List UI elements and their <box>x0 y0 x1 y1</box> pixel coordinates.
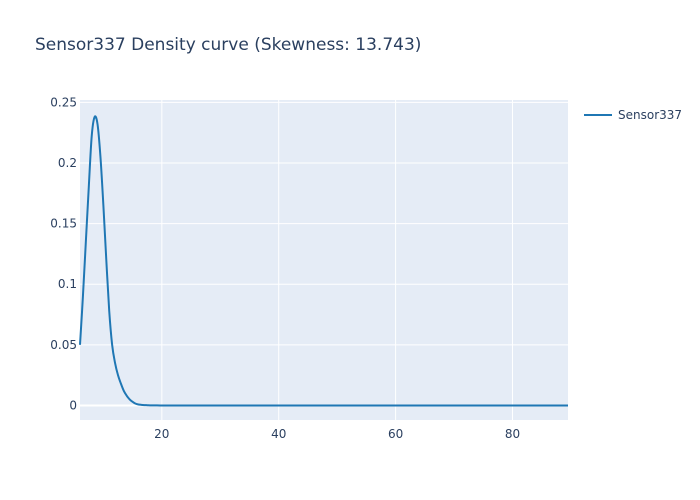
legend[interactable]: Sensor337 <box>584 108 682 122</box>
x-tick-label: 40 <box>271 427 286 441</box>
grid-lines <box>80 100 568 420</box>
x-axis-ticks: 20 40 60 80 <box>154 427 520 441</box>
legend-label-sensor337[interactable]: Sensor337 <box>618 108 682 122</box>
y-tick-label: 0.2 <box>58 156 77 170</box>
y-tick-label: 0.1 <box>58 277 77 291</box>
x-tick-label: 80 <box>505 427 520 441</box>
y-axis-ticks: 0 0.05 0.1 0.15 0.2 0.25 <box>50 95 77 412</box>
x-tick-label: 60 <box>388 427 403 441</box>
y-tick-label: 0.25 <box>50 95 77 109</box>
chart-title: Sensor337 Density curve (Skewness: 13.74… <box>35 35 421 55</box>
y-tick-label: 0 <box>69 398 77 412</box>
series-layer <box>79 115 568 407</box>
y-tick-label: 0.05 <box>50 338 77 352</box>
series-line-sensor337[interactable] <box>79 115 568 407</box>
x-tick-label: 20 <box>154 427 169 441</box>
plot-area <box>80 100 568 420</box>
y-tick-label: 0.15 <box>50 217 77 231</box>
